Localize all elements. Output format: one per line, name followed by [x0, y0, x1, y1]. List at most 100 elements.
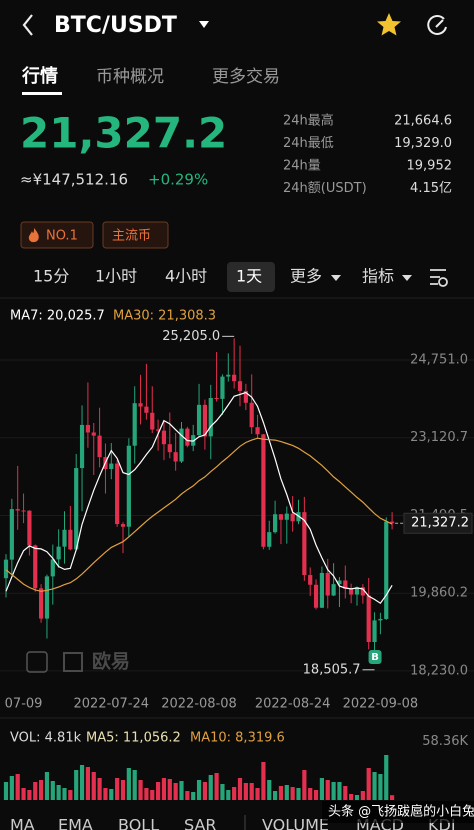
- candle-body: [85, 424, 90, 433]
- volume-bar: [191, 792, 196, 800]
- candle-body: [384, 521, 389, 619]
- timeframe[interactable]: 更多: [290, 267, 322, 286]
- volume-bar: [378, 774, 383, 800]
- volume-bar: [267, 780, 272, 800]
- volume-bar: [15, 774, 20, 800]
- share-icon[interactable]: [427, 14, 447, 35]
- watermark: 欧易: [92, 650, 130, 673]
- ma-line: [5, 437, 393, 592]
- indicator-tab[interactable]: VOLUME: [262, 816, 329, 830]
- candle-body: [150, 412, 155, 430]
- volume-bar: [150, 790, 155, 800]
- candle-body: [144, 406, 149, 413]
- volume-bar: [138, 780, 143, 800]
- pair-title[interactable]: BTC/USDT: [54, 13, 177, 38]
- candle-body: [50, 559, 55, 577]
- candle-body: [202, 404, 207, 437]
- indicator-tab[interactable]: EMA: [58, 816, 93, 830]
- candle-body: [27, 510, 32, 546]
- volume-bar: [44, 772, 50, 800]
- volume-bar: [208, 775, 213, 800]
- fullscreen-button[interactable]: [26, 651, 48, 673]
- volume-bar: [226, 790, 231, 800]
- volume-bar: [273, 791, 278, 800]
- last-price: 21,327.2: [20, 109, 227, 158]
- stat-label: 24h最低: [283, 136, 334, 151]
- volume-bar: [384, 755, 389, 800]
- candle-body: [378, 618, 383, 621]
- y-tick-label: 19,860.2: [410, 586, 468, 601]
- candle-body: [249, 402, 254, 428]
- tab[interactable]: 更多交易: [212, 67, 280, 87]
- indicator-tab[interactable]: SAR: [184, 816, 217, 830]
- legend-entry: MA30: 21,308.3: [113, 309, 216, 324]
- volume-bar: [97, 778, 102, 800]
- volume-bar: [313, 790, 319, 800]
- dropdown-arrow: [402, 275, 412, 281]
- volume-bar: [115, 778, 120, 800]
- volume-bar: [296, 788, 301, 800]
- candle-body: [173, 452, 178, 462]
- candle-body: [120, 524, 126, 527]
- volume-bar: [237, 778, 243, 800]
- timeframe[interactable]: 1天: [236, 267, 262, 286]
- stat-value: 19,329.0: [394, 136, 452, 151]
- indicator-tab[interactable]: MA: [10, 816, 35, 830]
- stat-label: 24h最高: [283, 113, 334, 129]
- candle-body: [278, 514, 284, 520]
- volume-bar: [68, 790, 73, 800]
- candle-body: [237, 381, 243, 391]
- candle-body: [284, 513, 289, 520]
- volume-bar: [179, 781, 184, 800]
- volume-bar: [27, 790, 32, 800]
- price-change: +0.29%: [148, 171, 208, 189]
- signal-label: B: [371, 652, 379, 663]
- pair-dropdown[interactable]: [199, 21, 209, 28]
- candle-body: [372, 620, 377, 642]
- candle-body: [220, 376, 225, 399]
- volume-bar: [3, 782, 9, 800]
- volume-bar: [331, 782, 336, 800]
- candle-body: [302, 512, 307, 576]
- volume-bar: [185, 791, 190, 800]
- candle-body: [360, 587, 365, 596]
- volume-bar: [284, 785, 289, 800]
- volume-bar: [91, 772, 96, 800]
- flame-icon: [28, 228, 39, 243]
- candle-body: [21, 510, 26, 512]
- candle-body: [208, 397, 213, 437]
- tab[interactable]: 币种概况: [96, 67, 164, 87]
- candle-body: [319, 572, 324, 608]
- credit: 头条 @飞扬跋扈的小白兔: [328, 804, 474, 820]
- candle-body: [74, 468, 79, 550]
- last-price-label: 21,327.2: [411, 516, 469, 531]
- timeframe[interactable]: 15分: [33, 267, 69, 286]
- candle-body: [156, 429, 161, 431]
- legend-entry: MA7: 20,025.7: [10, 309, 105, 324]
- volume-bar: [261, 762, 266, 800]
- settings-icon[interactable]: [430, 269, 448, 287]
- candle-body: [179, 428, 184, 462]
- volume-bar: [302, 770, 307, 800]
- tab[interactable]: 行情: [21, 65, 58, 87]
- candle-body: [331, 584, 336, 596]
- low-label: 18,505.7: [303, 662, 361, 677]
- volume-bar: [167, 779, 172, 800]
- timeframe[interactable]: 1小时: [95, 267, 137, 286]
- volume-bar: [372, 772, 377, 800]
- volume-bar: [33, 782, 38, 800]
- volume-bar: [319, 778, 324, 800]
- volume-bar: [39, 780, 44, 800]
- candle-body: [214, 397, 219, 399]
- indicator-tab[interactable]: BOLL: [118, 816, 159, 830]
- candle-body: [79, 424, 85, 469]
- timeframe[interactable]: 4小时: [165, 267, 207, 286]
- indicator-button[interactable]: 指标: [362, 267, 394, 286]
- candle-body: [196, 404, 202, 436]
- volume-bar: [360, 791, 365, 800]
- favorite-star[interactable]: [377, 13, 401, 36]
- dropdown-arrow: [331, 275, 341, 281]
- back-button[interactable]: [22, 14, 33, 36]
- candle-body: [273, 514, 278, 533]
